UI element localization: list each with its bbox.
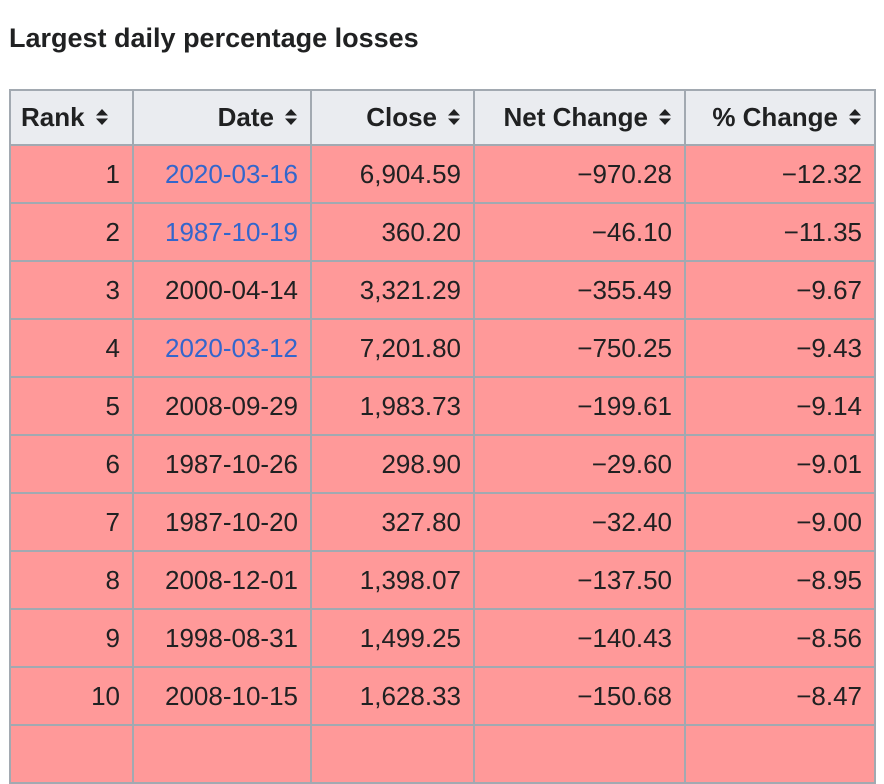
- sort-updown-icon: [659, 109, 671, 126]
- net-change-cell: −199.61: [473, 376, 686, 436]
- pct-change-cell: −9.67: [684, 260, 876, 320]
- rank-cell: 9: [9, 608, 134, 668]
- table-row: 9 1998-08-31 1,499.25 −140.43 −8.56: [9, 608, 876, 668]
- net-change-cell: −355.49: [473, 260, 686, 320]
- pct-change-cell: −9.43: [684, 318, 876, 378]
- close-cell: 327.80: [310, 492, 475, 552]
- date-cell: 1987-10-20: [132, 492, 312, 552]
- close-cell: 6,904.59: [310, 144, 475, 204]
- date-link[interactable]: 2020-03-16: [165, 158, 298, 189]
- close-cell: 1,628.33: [310, 666, 475, 726]
- net-change-cell: −137.50: [473, 550, 686, 610]
- table-row: 10 2008-10-15 1,628.33 −150.68 −8.47: [9, 666, 876, 726]
- table-row: 7 1987-10-20 327.80 −32.40 −9.00: [9, 492, 876, 552]
- table-row: 1 2020-03-16 6,904.59 −970.28 −12.32: [9, 144, 876, 204]
- pct-change-cell: −11.35: [684, 202, 876, 262]
- rank-cell: 10: [9, 666, 134, 726]
- column-header-label: Date: [217, 102, 274, 132]
- rank-cell: 4: [9, 318, 134, 378]
- table-body: 1 2020-03-16 6,904.59 −970.28 −12.32 2 1987-10…: [9, 144, 876, 784]
- table-row: 2 1987-10-19 360.20 −46.10 −11.35: [9, 202, 876, 262]
- pct-change-cell: −9.00: [684, 492, 876, 552]
- table-header-row: Rank Date Close Net Change % Change: [9, 89, 876, 146]
- pct-change-cell: −9.14: [684, 376, 876, 436]
- column-header-net-change[interactable]: Net Change: [473, 89, 686, 146]
- date-cell: 1987-10-26: [132, 434, 312, 494]
- date-cell: 2020-03-16: [132, 144, 312, 204]
- column-header-pct-change[interactable]: % Change: [684, 89, 876, 146]
- close-cell: 7,201.80: [310, 318, 475, 378]
- net-change-cell: −750.25: [473, 318, 686, 378]
- net-change-cell: −140.43: [473, 608, 686, 668]
- rank-cell: 8: [9, 550, 134, 610]
- close-cell: 360.20: [310, 202, 475, 262]
- pct-change-cell: −8.95: [684, 550, 876, 610]
- date-cell: 1998-08-31: [132, 608, 312, 668]
- date-cell: 2000-04-14: [132, 260, 312, 320]
- losses-table: Rank Date Close Net Change % Change 1 202…: [9, 89, 876, 784]
- pct-change-cell: −12.32: [684, 144, 876, 204]
- page-heading: Largest daily percentage losses: [9, 23, 419, 53]
- table-row: 5 2008-09-29 1,983.73 −199.61 −9.14: [9, 376, 876, 436]
- date-cell: 2008-10-15: [132, 666, 312, 726]
- net-change-cell: −32.40: [473, 492, 686, 552]
- net-change-cell: −150.68: [473, 666, 686, 726]
- pct-change-cell: −9.01: [684, 434, 876, 494]
- rank-cell: 7: [9, 492, 134, 552]
- sort-updown-icon: [849, 109, 861, 126]
- sort-updown-icon: [95, 109, 108, 126]
- date-cell: 2008-09-29: [132, 376, 312, 436]
- close-cell: 3,321.29: [310, 260, 475, 320]
- pct-change-cell: −8.47: [684, 666, 876, 726]
- net-change-cell: −29.60: [473, 434, 686, 494]
- column-header-label: Net Change: [503, 102, 648, 132]
- table-row: 4 2020-03-12 7,201.80 −750.25 −9.43: [9, 318, 876, 378]
- pct-change-cell: −8.56: [684, 608, 876, 668]
- column-header-label: Rank: [21, 102, 85, 132]
- column-header-date[interactable]: Date: [132, 89, 312, 146]
- column-header-label: Close: [366, 102, 437, 132]
- column-header-close[interactable]: Close: [310, 89, 475, 146]
- net-change-cell: −970.28: [473, 144, 686, 204]
- date-link[interactable]: 1987-10-19: [165, 216, 298, 247]
- table-row: 3 2000-04-14 3,321.29 −355.49 −9.67: [9, 260, 876, 320]
- date-cell: 1987-10-19: [132, 202, 312, 262]
- losses-table-container: Rank Date Close Net Change % Change 1 202…: [9, 89, 876, 784]
- sort-updown-icon: [285, 109, 297, 126]
- rank-cell: 1: [9, 144, 134, 204]
- date-cell: 2020-03-12: [132, 318, 312, 378]
- close-cell: 1,398.07: [310, 550, 475, 610]
- table-row: 8 2008-12-01 1,398.07 −137.50 −8.95: [9, 550, 876, 610]
- close-cell: 298.90: [310, 434, 475, 494]
- table-row: 6 1987-10-26 298.90 −29.60 −9.01: [9, 434, 876, 494]
- date-link[interactable]: 2020-03-12: [165, 332, 298, 363]
- close-cell: 1,499.25: [310, 608, 475, 668]
- date-cell: 2008-12-01: [132, 550, 312, 610]
- column-header-label: % Change: [712, 102, 838, 132]
- column-header-rank[interactable]: Rank: [9, 89, 134, 146]
- rank-cell: 3: [9, 260, 134, 320]
- rank-cell: 2: [9, 202, 134, 262]
- close-cell: 1,983.73: [310, 376, 475, 436]
- net-change-cell: −46.10: [473, 202, 686, 262]
- rank-cell: 5: [9, 376, 134, 436]
- sort-updown-icon: [448, 109, 460, 126]
- rank-cell: 6: [9, 434, 134, 494]
